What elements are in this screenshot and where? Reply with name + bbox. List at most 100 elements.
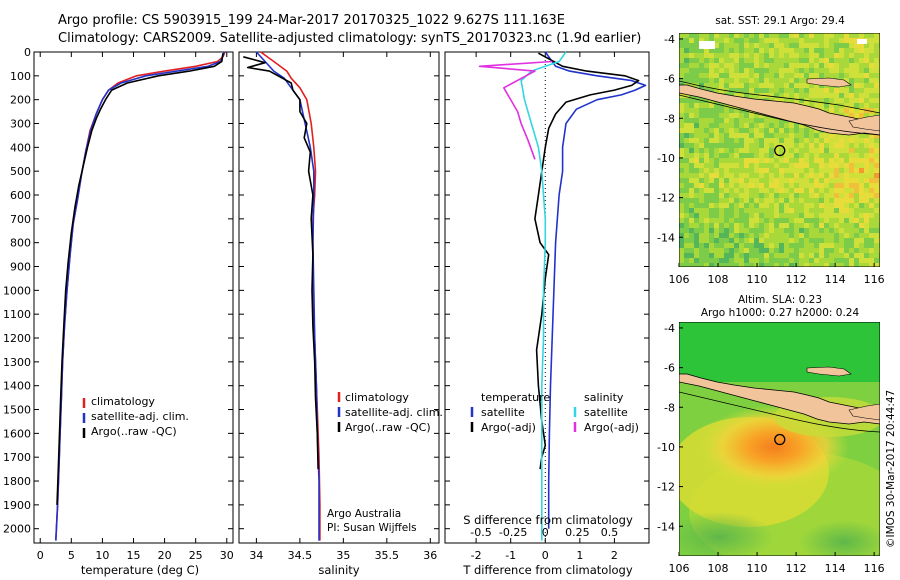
sst-cell (699, 223, 704, 228)
sst-cell (864, 243, 869, 248)
sst-cell (869, 143, 874, 148)
sst-cell (794, 213, 799, 218)
sst-cell (794, 128, 799, 133)
sst-cell (869, 133, 874, 138)
sst-cell (859, 138, 864, 143)
sst-cell (774, 123, 779, 128)
sst-cell (849, 218, 854, 223)
sst-cell (739, 63, 744, 68)
sst-cell (754, 143, 759, 148)
sst-cell (864, 178, 869, 183)
map-lat-label: -10 (657, 441, 675, 454)
sst-cell (784, 248, 789, 253)
sst-cell (704, 218, 709, 223)
legend-label-argo: Argo(..raw -QC) (345, 421, 431, 434)
sst-cell (724, 128, 729, 133)
sst-cell (784, 228, 789, 233)
sst-cell (864, 93, 869, 98)
sst-cell (859, 53, 864, 58)
sst-cell (704, 248, 709, 253)
sst-cell (859, 198, 864, 203)
sst-cell (799, 263, 804, 267)
sst-cell (844, 98, 849, 103)
sst-cell (774, 163, 779, 168)
map-lon-label: 108 (708, 562, 729, 575)
sst-cell (819, 208, 824, 213)
sst-cell (819, 33, 824, 38)
sst-cell (874, 98, 879, 103)
map-lat-label: -6 (664, 73, 675, 86)
sst-cell (699, 203, 704, 208)
sst-cell (759, 48, 764, 53)
sst-cell (679, 178, 684, 183)
sst-cell (759, 73, 764, 78)
sst-cell (784, 178, 789, 183)
sst-cell (719, 153, 724, 158)
sst-cell (689, 73, 694, 78)
sst-cell (739, 163, 744, 168)
map-lat-label: -4 (664, 322, 675, 335)
sst-cell (699, 113, 704, 118)
sst-cell (839, 173, 844, 178)
x-tick-label: -1 (505, 549, 516, 562)
sst-cell (864, 143, 869, 148)
sst-cell (799, 143, 804, 148)
sst-cell (749, 213, 754, 218)
sst-cell (744, 168, 749, 173)
map-lat-label: -8 (664, 401, 675, 414)
sst-cell (874, 88, 879, 93)
sst-cell (839, 33, 844, 38)
sst-cell (754, 58, 759, 63)
sst-cell (704, 188, 709, 193)
sst-cell (759, 168, 764, 173)
sst-cell (814, 233, 819, 238)
x-tick-label: 34 (249, 549, 263, 562)
sst-cell (734, 78, 739, 83)
sst-cell (699, 253, 704, 258)
sst-cell (729, 178, 734, 183)
sst-cell (754, 138, 759, 143)
sst-cell (709, 73, 714, 78)
sst-cell (839, 213, 844, 218)
sst-cell (824, 103, 829, 108)
sst-cell (704, 123, 709, 128)
sst-cell (759, 113, 764, 118)
sst-cell (689, 128, 694, 133)
sst-cell (709, 243, 714, 248)
sst-cell (709, 128, 714, 133)
sst-cell (874, 248, 879, 253)
sst-cell (719, 178, 724, 183)
sst-cell (854, 108, 859, 113)
sst-cell (834, 228, 839, 233)
sst-cell (759, 173, 764, 178)
sst-cell (744, 128, 749, 133)
sst-cell (804, 253, 809, 258)
sst-cell (689, 118, 694, 123)
sst-cell (769, 58, 774, 63)
sst-cell (834, 53, 839, 58)
sst-cell (704, 138, 709, 143)
y-tick-label: 400 (10, 141, 31, 154)
sst-cell (684, 118, 689, 123)
sst-cell (679, 138, 684, 143)
sst-cell (834, 98, 839, 103)
sst-cell (809, 228, 814, 233)
sla-land-bali (848, 403, 880, 421)
sst-cell (874, 143, 879, 148)
sst-cell (699, 183, 704, 188)
sst-cell (799, 203, 804, 208)
sst-cell (769, 218, 774, 223)
sst-cell (834, 108, 839, 113)
sst-cell (704, 208, 709, 213)
sst-cell (739, 168, 744, 173)
sst-cell (689, 253, 694, 258)
top-x-tick-label: 0.5 (601, 526, 619, 539)
sst-cell (739, 143, 744, 148)
sst-cell (709, 68, 714, 73)
sst-cell (709, 253, 714, 258)
sst-cell (714, 238, 719, 243)
sst-cell (824, 158, 829, 163)
y-tick-label: 1400 (3, 380, 31, 393)
sst-cell (789, 133, 794, 138)
